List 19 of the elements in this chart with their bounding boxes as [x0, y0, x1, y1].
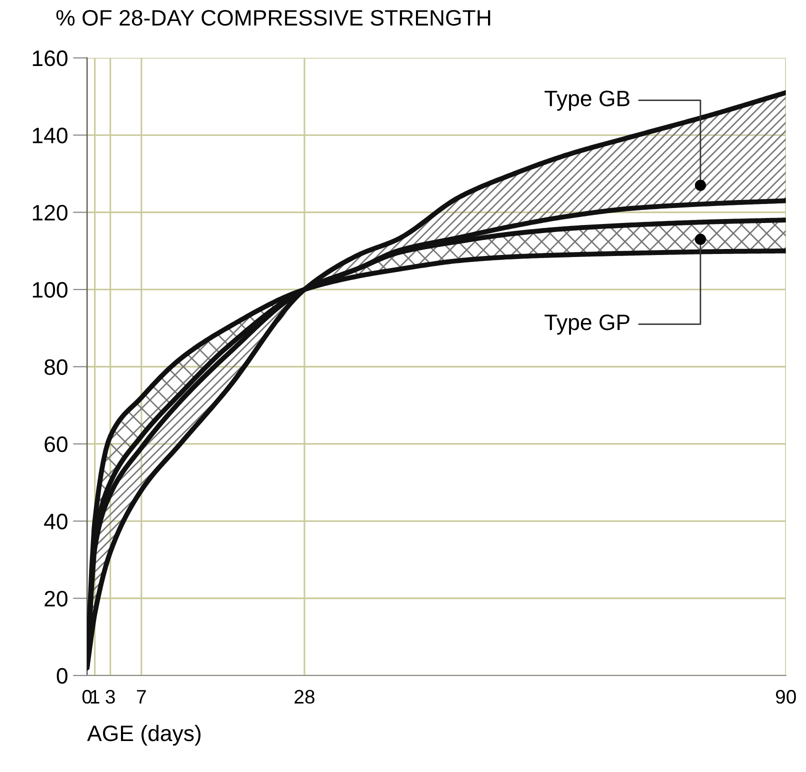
x-tick-label: 28: [294, 690, 314, 704]
y-tick-label: 80: [44, 359, 68, 375]
y-tick-label: 160: [32, 50, 68, 66]
y-tick-label: 40: [44, 514, 68, 530]
x-tick-label: 3: [106, 690, 115, 704]
x-tick-label: 0: [82, 690, 92, 704]
y-tick-label: 120: [32, 204, 68, 221]
x-tick-label: 1: [90, 690, 100, 704]
x-axis-title: AGE (days): [87, 724, 201, 746]
y-tick-label: 20: [44, 590, 68, 607]
y-tick-label: 140: [32, 128, 68, 144]
y-tick-label: 60: [44, 436, 68, 452]
x-tick-label: 90: [776, 690, 796, 704]
annotation: Type GB: [544, 90, 630, 111]
y-axis-title: % OF 28-DAY COMPRESSIVE STRENGTH: [56, 10, 490, 26]
y-tick-label: 100: [32, 282, 68, 298]
x-tick-label: 7: [136, 690, 146, 704]
y-tick-label: 0: [56, 668, 68, 684]
annotation: Type GP: [544, 314, 630, 335]
